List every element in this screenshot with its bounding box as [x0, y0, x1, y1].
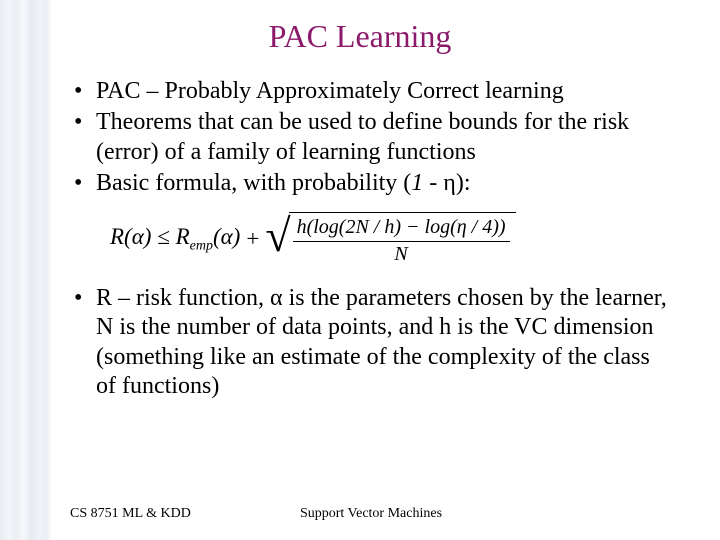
- slide-content: PAC Learning PAC – Probably Approximatel…: [0, 0, 720, 401]
- footer-course: CS 8751 ML & KDD: [70, 506, 191, 522]
- formula-lhs-tail: (α): [213, 224, 240, 249]
- bullet-item: Theorems that can be used to define boun…: [70, 108, 672, 167]
- formula-sqrt: √ h(log(2N / h) − log(η / 4)) N: [265, 212, 515, 266]
- formula: R(α) ≤ Remp(α) + √ h(log(2N / h) − log(η…: [110, 212, 672, 266]
- bullet-text-eta: η: [443, 170, 456, 196]
- bullet-text: Theorems that can be used to define boun…: [96, 109, 629, 164]
- formula-lhs-r: R(α) ≤ R: [110, 224, 190, 249]
- bullet-text: R – risk function, α is the parameters c…: [96, 285, 667, 399]
- fraction-denominator: N: [394, 242, 407, 266]
- bullet-text-minus: -: [423, 170, 443, 196]
- sqrt-body: h(log(2N / h) − log(η / 4)) N: [289, 212, 516, 266]
- bullet-list-2: R – risk function, α is the parameters c…: [70, 284, 672, 401]
- bullet-text: PAC – Probably Approximately Correct lea…: [96, 78, 564, 104]
- formula-plus: +: [246, 226, 259, 252]
- fraction-numerator: h(log(2N / h) − log(η / 4)): [293, 216, 510, 241]
- bullet-item: R – risk function, α is the parameters c…: [70, 284, 672, 401]
- slide-footer: CS 8751 ML & KDD Support Vector Machines: [70, 506, 672, 522]
- formula-emp-subscript: emp: [190, 238, 213, 253]
- bullet-text-prefix: Basic formula, with probability (: [96, 170, 411, 196]
- sqrt-sign: √: [265, 215, 290, 269]
- footer-topic: Support Vector Machines: [300, 506, 442, 522]
- bullet-text-suffix: ):: [456, 170, 471, 196]
- slide-title: PAC Learning: [48, 18, 672, 55]
- bullet-item: Basic formula, with probability (1 - η):: [70, 169, 672, 198]
- formula-block: R(α) ≤ Remp(α) + √ h(log(2N / h) − log(η…: [110, 212, 672, 266]
- formula-lhs: R(α) ≤ Remp(α): [110, 224, 240, 255]
- bullet-list: PAC – Probably Approximately Correct lea…: [70, 77, 672, 198]
- bullet-text-one: 1: [411, 170, 423, 196]
- bullet-item: PAC – Probably Approximately Correct lea…: [70, 77, 672, 106]
